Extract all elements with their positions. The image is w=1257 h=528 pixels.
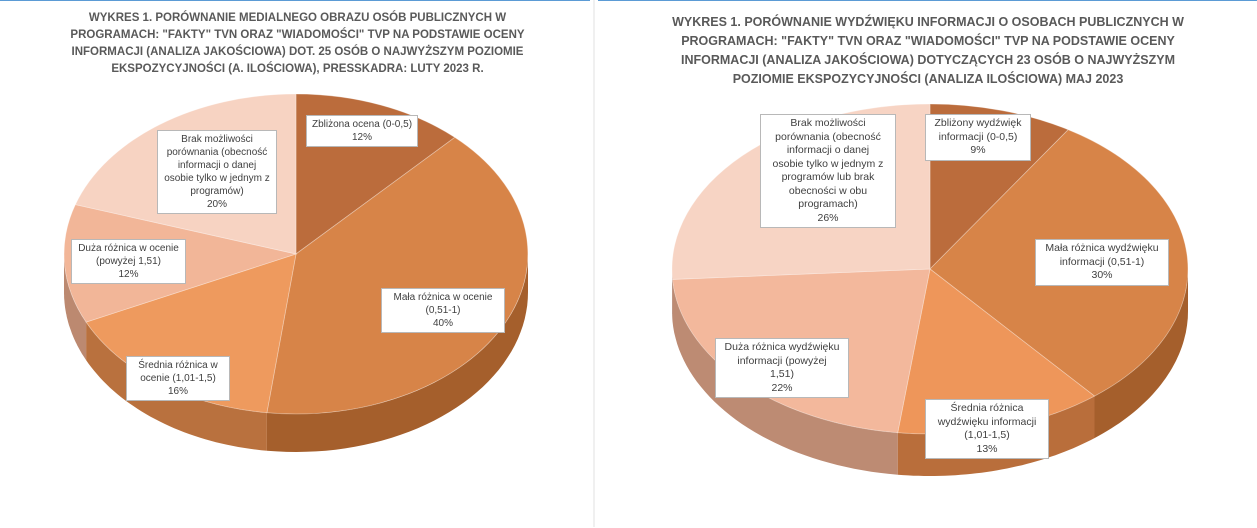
data-label: Średnia różnica w ocenie (1,01-1,5) 16% xyxy=(126,356,230,401)
data-label: Mała różnica wydźwięku informacji (0,51-… xyxy=(1035,239,1169,286)
pie-depth xyxy=(64,254,528,452)
chart-title: WYKRES 1. PORÓWNANIE WYDŹWIĘKU INFORMACJ… xyxy=(628,13,1228,89)
chart-title-line: PROGRAMACH: "FAKTY" TVN ORAZ "WIADOMOŚCI… xyxy=(681,34,1175,48)
data-label: Brak możliwości porównania (obecność inf… xyxy=(760,114,896,228)
pie-slice xyxy=(266,136,529,415)
chart-title-line: WYKRES 1. PORÓWNANIE WYDŹWIĘKU INFORMACJ… xyxy=(672,15,1184,29)
data-label: Mała różnica w ocenie (0,51-1) 40% xyxy=(381,288,505,333)
pie-slice-side xyxy=(1094,269,1188,439)
chart-title-line: WYKRES 1. PORÓWNANIE MEDIALNEGO OBRAZU O… xyxy=(88,12,507,24)
chart-title: WYKRES 1. PORÓWNANIE MEDIALNEGO OBRAZU O… xyxy=(35,10,560,78)
data-label: Średnia różnica wydźwięku informacji (1,… xyxy=(925,399,1049,459)
chart-title-line: EKSPOZYCYJNOŚCI (A. ILOŚCIOWA), PRESSKAD… xyxy=(111,63,484,75)
data-label: Zbliżony wydźwięk informacji (0-0,5) 9% xyxy=(925,114,1031,161)
chart-title-line: INFORMACJI (ANALIZA JAKOŚCIOWA) DOT. 25 … xyxy=(71,46,524,58)
chart-panel-left: WYKRES 1. PORÓWNANIE MEDIALNEGO OBRAZU O… xyxy=(0,0,590,528)
pie-slice-side xyxy=(672,269,673,322)
pie-slice-side xyxy=(86,322,267,451)
panel-divider xyxy=(593,0,595,527)
data-label: Brak możliwości porównania (obecność inf… xyxy=(157,130,277,214)
pie-slice-side xyxy=(266,254,528,452)
chart-title-line: PROGRAMACH: "FAKTY" TVN ORAZ "WIADOMOŚCI… xyxy=(70,29,525,41)
chart-title-line: POZIOMIE EKSPOZYCYJNOŚCI (ANALIZA ILOŚCI… xyxy=(732,72,1124,86)
chart-title-line: INFORMACJI (ANALIZA JAKOŚCIOWA) DOTYCZĄC… xyxy=(681,53,1175,67)
data-label: Zbliżona ocena (0-0,5) 12% xyxy=(306,115,418,147)
data-label: Duża różnica w ocenie (powyżej 1,51) 12% xyxy=(71,239,186,284)
data-label: Duża różnica wydźwięku informacji (powyż… xyxy=(715,338,849,398)
chart-panel-right: WYKRES 1. PORÓWNANIE WYDŹWIĘKU INFORMACJ… xyxy=(598,0,1257,528)
pie-slice-side xyxy=(672,279,898,475)
pie-slice-side xyxy=(64,254,87,361)
